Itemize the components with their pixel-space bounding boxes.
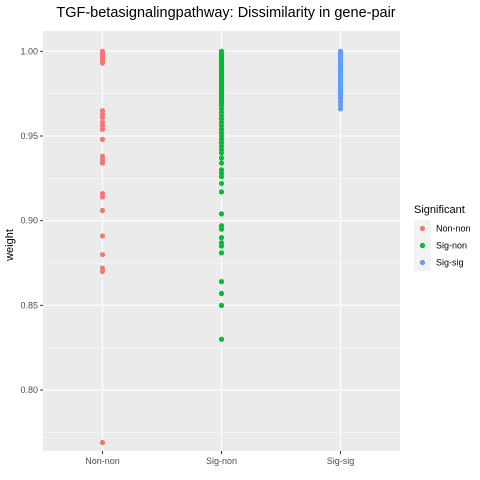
legend-label: Non-non xyxy=(436,224,471,234)
data-point xyxy=(99,251,106,258)
data-point xyxy=(99,60,106,66)
data-point xyxy=(218,180,225,187)
data-point xyxy=(218,160,225,166)
legend-key xyxy=(419,242,426,249)
data-point xyxy=(99,207,106,214)
data-point xyxy=(218,226,225,232)
data-point xyxy=(99,126,106,132)
legend-key xyxy=(419,259,426,266)
chart-title: TGF-betasignalingpathway: Dissimilarity … xyxy=(56,5,395,21)
data-point xyxy=(99,439,106,446)
data-point xyxy=(218,235,225,241)
y-tick-label: 1.00 xyxy=(20,46,38,56)
data-point xyxy=(218,211,225,217)
data-point xyxy=(218,336,225,342)
y-tick-label: 0.95 xyxy=(20,131,38,141)
data-point xyxy=(218,150,225,156)
legend-items: Non-non Sig-non Sig-sig xyxy=(414,220,471,271)
y-tick-label: 0.80 xyxy=(20,385,38,395)
y-tick-label: 0.85 xyxy=(20,300,38,310)
data-point xyxy=(218,250,225,256)
data-point xyxy=(218,189,225,195)
legend-label: Sig-sig xyxy=(436,258,464,268)
data-point xyxy=(218,174,225,180)
x-tick-label: Sig-sig xyxy=(327,456,355,466)
legend-label: Sig-non xyxy=(436,241,467,251)
data-point xyxy=(218,155,225,161)
data-point xyxy=(99,268,106,275)
data-point xyxy=(218,243,225,249)
data-point xyxy=(337,106,344,112)
data-point xyxy=(218,290,225,297)
y-axis-ticks: 0.80 0.85 0.90 0.95 1.00 xyxy=(20,46,43,395)
legend-title: Significant xyxy=(414,204,465,216)
data-point xyxy=(99,114,106,120)
legend: Significant Non-non Sig-non Sig-sig xyxy=(414,204,471,271)
data-point xyxy=(99,233,106,239)
x-tick-label: Non-non xyxy=(85,456,120,466)
data-point xyxy=(99,136,106,142)
data-point xyxy=(218,279,225,285)
data-points xyxy=(99,48,344,446)
data-point xyxy=(99,194,106,200)
x-tick-label: Sig-non xyxy=(206,456,237,466)
x-axis-ticks: Non-non Sig-non Sig-sig xyxy=(85,451,354,466)
data-point xyxy=(218,302,225,308)
y-tick-label: 0.90 xyxy=(20,216,38,226)
data-point xyxy=(99,160,106,166)
y-axis-label: weight xyxy=(4,229,16,262)
legend-key xyxy=(419,225,426,232)
